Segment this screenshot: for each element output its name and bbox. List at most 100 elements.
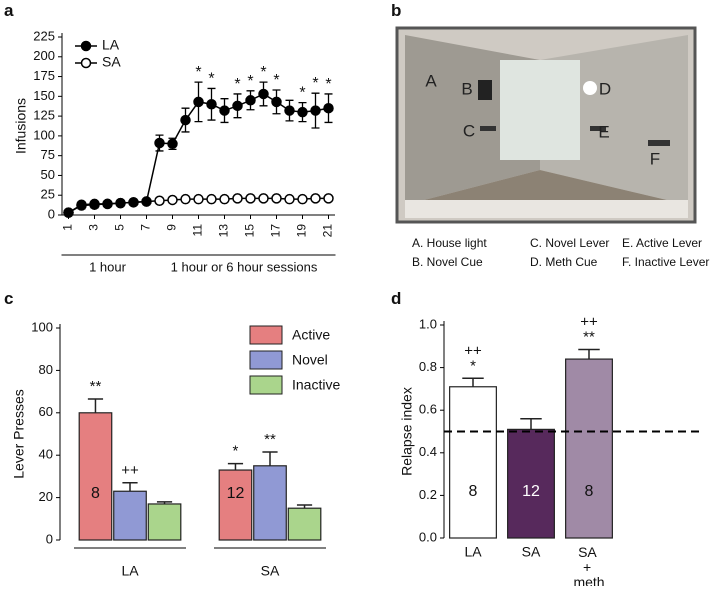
point: [245, 95, 256, 106]
bar: [78, 412, 113, 541]
point: [297, 193, 308, 205]
annotation: *: [247, 73, 253, 90]
y-tick-label: 40: [39, 447, 53, 462]
point: [128, 197, 139, 208]
y-axis-label: Relapse index: [399, 387, 415, 476]
annotation: *: [233, 443, 239, 460]
point: [284, 105, 295, 116]
photo-marker: D: [599, 79, 611, 98]
annotation: **: [90, 378, 102, 395]
y-tick-label: 0.4: [419, 444, 437, 459]
point: [310, 193, 321, 204]
point: [206, 193, 217, 205]
photo: [395, 26, 697, 224]
x-tick-label: 5: [113, 224, 127, 231]
x-tick-label: SA: [261, 563, 280, 579]
annotation: *: [260, 64, 266, 81]
x-tick-label: 7: [139, 224, 153, 231]
group-label: 1 hour or 6 hour sessions: [171, 259, 318, 274]
point: [193, 193, 204, 205]
y-tick-label: 50: [41, 167, 55, 182]
legend-label: Novel: [292, 352, 328, 368]
photo-legend: A. House light: [412, 236, 487, 250]
point: [206, 98, 217, 110]
x-tick-label: SA: [522, 544, 541, 560]
annotation: ++: [464, 342, 482, 359]
cue-light: [478, 80, 492, 100]
legend-label: SA: [102, 54, 121, 70]
error-bar: [520, 417, 542, 430]
x-tick-label: 19: [295, 224, 309, 238]
cue-light: [583, 81, 597, 95]
point: [76, 200, 87, 211]
x-tick-label: LA: [464, 544, 482, 560]
y-tick-label: 175: [33, 68, 55, 83]
point: [271, 96, 282, 108]
sample-size: 12: [522, 483, 540, 500]
y-tick-label: 0: [48, 206, 55, 221]
x-tick-label: 21: [321, 224, 335, 238]
bar: [113, 490, 147, 541]
panel-label: a: [4, 1, 14, 20]
back-wall: [500, 60, 580, 160]
x-tick-label: 11: [191, 224, 205, 237]
point: [180, 114, 191, 126]
error-bar: [227, 462, 244, 471]
y-tick-label: 200: [33, 48, 55, 63]
y-tick-label: 0.2: [419, 487, 437, 502]
sample-size: 8: [585, 483, 594, 500]
photo-marker: E: [598, 122, 609, 141]
y-tick-label: 125: [33, 108, 55, 123]
lever: [648, 140, 670, 146]
point: [193, 96, 204, 108]
bar: [507, 428, 555, 539]
x-tick-label: 1: [61, 224, 75, 231]
photo-marker: A: [425, 71, 437, 90]
panel-label: b: [391, 1, 401, 20]
x-tick-label: LA: [121, 563, 139, 579]
photo-legend: B. Novel Cue: [412, 255, 483, 269]
point: [89, 199, 100, 210]
bar: [253, 465, 287, 541]
y-tick-label: 150: [33, 88, 55, 103]
point: [63, 207, 74, 218]
legend-swatch: [249, 325, 283, 345]
y-axis-label: Infusions: [13, 98, 29, 154]
point: [232, 100, 243, 112]
sample-size: 8: [91, 485, 100, 502]
y-axis-label: Lever Presses: [11, 389, 27, 478]
photo-legend: F. Inactive Lever: [622, 255, 709, 269]
bar: [449, 386, 497, 539]
point: [219, 105, 230, 116]
point: [258, 193, 269, 204]
point: [141, 196, 152, 207]
point: [154, 195, 165, 207]
photo-legend: D. Meth Cue: [530, 255, 598, 269]
bar: [565, 358, 613, 539]
y-tick-label: 225: [33, 28, 55, 43]
point: [180, 193, 191, 205]
annotation: *: [325, 76, 331, 93]
legend-swatch: [249, 375, 283, 395]
panel-label: c: [4, 289, 13, 308]
point: [232, 193, 243, 204]
point: [167, 194, 178, 206]
point: [284, 193, 295, 205]
x-tick-label: 9: [165, 224, 179, 231]
x-tick-label: 17: [269, 224, 283, 238]
panel-label: d: [391, 289, 401, 308]
annotation: ++: [580, 313, 598, 330]
error-bar: [462, 377, 484, 387]
y-tick-label: 0.0: [419, 529, 437, 544]
lever: [480, 126, 496, 131]
y-tick-label: 60: [39, 404, 53, 419]
y-tick-label: 25: [41, 187, 55, 202]
legend-label: Inactive: [292, 377, 340, 393]
y-tick-label: 0.8: [419, 359, 437, 374]
bar: [147, 503, 182, 541]
y-tick-label: 20: [39, 489, 53, 504]
photo-marker: B: [461, 79, 472, 98]
y-tick-label: 100: [31, 319, 53, 334]
photo-legend: C. Novel Lever: [530, 236, 609, 250]
